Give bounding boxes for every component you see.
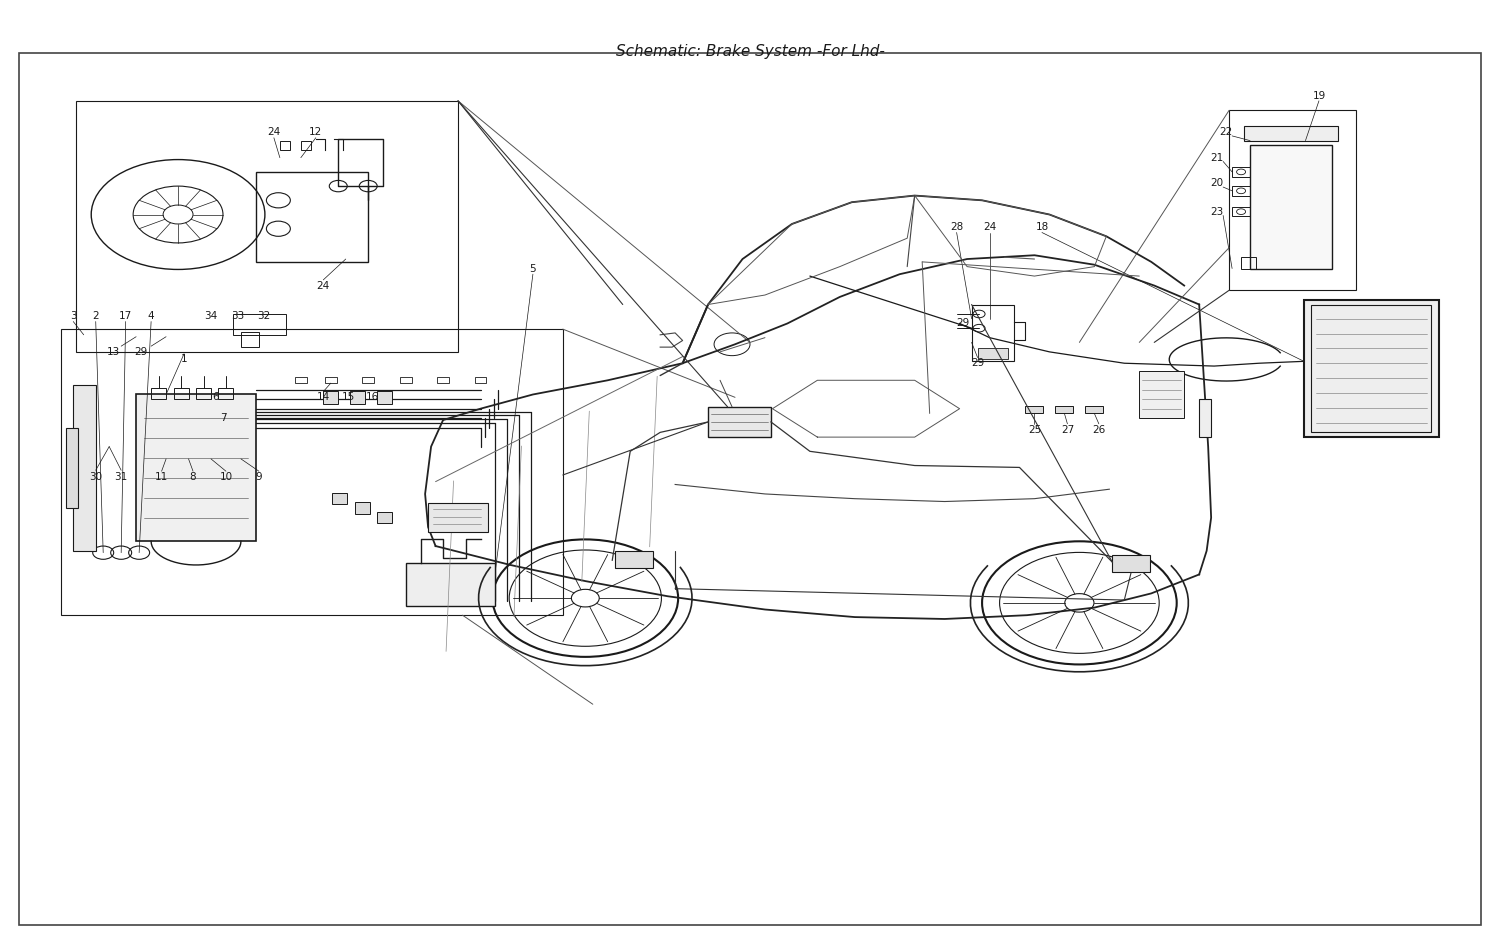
Text: 29: 29 (956, 318, 969, 329)
Bar (74, 385, 96, 551)
Bar (280, 141, 291, 150)
Bar (376, 512, 392, 523)
Text: 27: 27 (1060, 425, 1074, 434)
Text: 14: 14 (316, 392, 330, 403)
Bar (1232, 167, 1250, 177)
Text: 8: 8 (189, 472, 196, 482)
Text: 3: 3 (70, 311, 76, 321)
Bar (615, 551, 652, 568)
Bar (1232, 207, 1250, 217)
Bar (708, 407, 771, 437)
Text: 29: 29 (970, 358, 984, 369)
Text: 30: 30 (88, 472, 102, 482)
Text: 19: 19 (1312, 91, 1326, 101)
Text: 13: 13 (106, 347, 120, 357)
Bar (1240, 257, 1256, 269)
Text: 24: 24 (982, 222, 996, 232)
Bar (405, 563, 495, 606)
Text: 18: 18 (1035, 222, 1048, 232)
Text: 17: 17 (118, 311, 132, 321)
Bar (1086, 406, 1104, 413)
Text: 20: 20 (1210, 179, 1224, 188)
Text: 6: 6 (211, 392, 219, 403)
Bar (1198, 399, 1210, 437)
Text: 31: 31 (114, 472, 128, 482)
Bar (436, 377, 448, 383)
Text: 1: 1 (180, 354, 188, 365)
Bar (1250, 145, 1332, 269)
Bar (399, 377, 411, 383)
Bar (427, 504, 488, 532)
Bar (136, 394, 256, 542)
Text: Schematic: Brake System -For Lhd-: Schematic: Brake System -For Lhd- (615, 44, 885, 59)
Text: 9: 9 (255, 472, 262, 482)
Bar (1304, 300, 1438, 437)
Bar (1244, 126, 1338, 141)
Text: 16: 16 (366, 392, 380, 403)
Bar (1113, 555, 1150, 572)
Bar (350, 390, 364, 404)
Bar (1232, 186, 1250, 196)
Text: 29: 29 (134, 347, 147, 357)
Text: 2: 2 (93, 311, 99, 321)
Bar (242, 332, 260, 347)
Bar (972, 305, 1014, 361)
Text: 24: 24 (267, 127, 280, 137)
Text: 21: 21 (1210, 153, 1224, 162)
Text: 25: 25 (1028, 425, 1041, 434)
Bar (219, 388, 234, 399)
Text: 26: 26 (1092, 425, 1106, 434)
Bar (324, 390, 339, 404)
Text: 24: 24 (316, 280, 330, 291)
Text: 7: 7 (219, 413, 226, 423)
Text: 15: 15 (342, 392, 355, 403)
Bar (302, 141, 312, 150)
Bar (474, 377, 486, 383)
Text: 33: 33 (231, 311, 244, 321)
Bar (376, 390, 392, 404)
Bar (362, 377, 374, 383)
Bar (1140, 370, 1184, 418)
Bar (296, 377, 307, 383)
Bar (1311, 305, 1431, 432)
Bar (1228, 110, 1356, 291)
Bar (152, 388, 166, 399)
Text: 11: 11 (154, 472, 168, 482)
Bar (196, 388, 211, 399)
Text: 5: 5 (530, 263, 536, 274)
Text: 23: 23 (1210, 207, 1224, 217)
Bar (76, 101, 458, 352)
Text: 28: 28 (950, 222, 963, 232)
Text: 4: 4 (148, 311, 154, 321)
Text: 34: 34 (204, 311, 218, 321)
Text: 12: 12 (309, 127, 322, 137)
Bar (354, 503, 369, 514)
Bar (256, 172, 368, 262)
Bar (1056, 406, 1074, 413)
Bar (66, 428, 78, 508)
Bar (174, 388, 189, 399)
Text: 10: 10 (219, 472, 232, 482)
Bar (978, 348, 1008, 359)
Text: 32: 32 (256, 311, 270, 321)
Text: 22: 22 (1220, 127, 1233, 137)
Bar (326, 377, 338, 383)
Bar (1026, 406, 1044, 413)
Bar (234, 314, 286, 334)
Bar (62, 329, 562, 616)
Bar (333, 493, 346, 504)
